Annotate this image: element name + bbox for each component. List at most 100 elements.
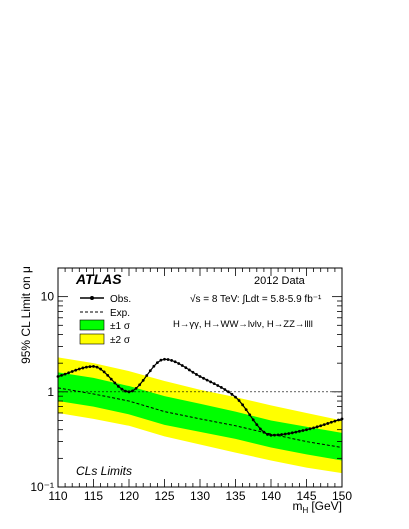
observed-point-40 xyxy=(198,375,202,378)
observed-point-19 xyxy=(124,389,127,393)
x-axis-label-unit: [GeV] xyxy=(311,499,342,513)
x-tick-label: 140 xyxy=(261,489,281,503)
observed-point-30 xyxy=(163,357,166,361)
observed-point-75 xyxy=(322,423,326,427)
legend-item-2sigma: ±2 σ xyxy=(79,333,131,346)
observed-point-21 xyxy=(131,389,134,393)
x-tick-label: 125 xyxy=(154,489,174,503)
observed-point-33 xyxy=(173,360,177,364)
x-tick-label: 135 xyxy=(225,489,245,503)
legend-swatch-1sigma xyxy=(79,319,105,331)
observed-point-54 xyxy=(248,413,252,417)
observed-point-26 xyxy=(148,369,152,373)
observed-point-2 xyxy=(63,372,67,376)
observed-point-24 xyxy=(141,378,145,382)
cls-limits-label: CLs Limits xyxy=(76,464,132,478)
observed-point-29 xyxy=(159,358,163,362)
observed-point-13 xyxy=(102,370,106,374)
y-axis-label: 95% CL Limit on μ xyxy=(19,266,33,364)
y-tick-label: 1 xyxy=(47,385,54,399)
observed-point-66 xyxy=(290,431,294,435)
observed-point-27 xyxy=(152,364,156,368)
observed-point-1 xyxy=(60,373,63,377)
observed-point-20 xyxy=(127,390,131,394)
observed-point-68 xyxy=(298,429,301,433)
observed-point-74 xyxy=(319,424,323,428)
observed-point-62 xyxy=(276,433,280,437)
observed-point-67 xyxy=(294,430,298,434)
x-axis-label-main: m xyxy=(293,499,303,513)
observed-point-10 xyxy=(92,364,95,368)
observed-point-46 xyxy=(219,386,223,389)
observed-point-65 xyxy=(287,432,291,435)
x-tick-label: 110 xyxy=(48,489,67,503)
legend-label-exp: Exp. xyxy=(110,308,130,319)
legend-swatch-2sigma xyxy=(79,333,105,345)
observed-point-47 xyxy=(223,388,227,391)
axis-tick-labels: 110 115 120 125 130 135 140 145 150 10 1 10⁻¹ xyxy=(30,290,352,503)
sigma-bands xyxy=(58,357,342,474)
observed-point-12 xyxy=(99,367,102,371)
expected-line xyxy=(57,387,343,448)
observed-point-15 xyxy=(109,377,113,381)
observed-point-53 xyxy=(244,408,248,412)
observed-point-79 xyxy=(337,418,340,422)
observed-point-42 xyxy=(205,378,209,382)
observed-point-73 xyxy=(315,425,319,429)
observed-point-77 xyxy=(329,420,333,424)
observed-point-51 xyxy=(237,399,241,402)
observed-point-7 xyxy=(81,366,85,370)
observed-point-69 xyxy=(301,429,305,432)
observed-point-5 xyxy=(74,368,78,372)
observed-point-76 xyxy=(326,422,330,425)
observed-point-50 xyxy=(234,395,237,399)
observed-point-37 xyxy=(187,368,191,372)
observed-point-64 xyxy=(283,432,287,436)
observed-point-43 xyxy=(209,380,213,384)
x-tick-label: 115 xyxy=(84,489,103,503)
legend-label-2sigma: ±2 σ xyxy=(110,335,131,346)
observed-point-35 xyxy=(180,364,184,367)
observed-point-61 xyxy=(273,433,276,437)
dataset-label: 2012 Data xyxy=(254,275,306,287)
observed-point-28 xyxy=(156,361,159,365)
observed-point-55 xyxy=(251,418,255,422)
observed-point-72 xyxy=(312,426,315,430)
legend: Obs. Exp. ±1 σ ±2 σ xyxy=(79,294,131,346)
energy-lumi-label: √s = 8 TeV: ∫Ldt = 5.8-5.9 fb⁻¹ xyxy=(190,293,322,305)
observed-point-32 xyxy=(170,359,174,362)
observed-point-49 xyxy=(230,392,234,396)
channels-label: H→γγ, H→WW→lνlν, H→ZZ→llll xyxy=(173,319,313,330)
observed-point-4 xyxy=(70,370,74,373)
observed-point-34 xyxy=(177,362,181,365)
legend-item-1sigma: ±1 σ xyxy=(79,319,131,332)
atlas-label: ATLAS xyxy=(75,271,122,287)
observed-point-36 xyxy=(184,366,188,370)
observed-point-78 xyxy=(333,419,337,423)
observed-point-18 xyxy=(120,387,124,391)
observed-point-52 xyxy=(241,403,245,407)
observed-point-60 xyxy=(269,433,273,437)
observed-point-6 xyxy=(77,367,81,371)
legend-item-exp: Exp. xyxy=(80,308,130,319)
observed-point-17 xyxy=(116,384,120,388)
x-tick-label: 145 xyxy=(296,489,316,503)
observed-point-22 xyxy=(134,387,138,390)
observed-point-23 xyxy=(138,383,142,387)
observed-point-70 xyxy=(305,428,308,432)
observed-point-39 xyxy=(195,373,198,376)
observed-point-14 xyxy=(106,373,110,377)
observed-point-44 xyxy=(212,382,216,386)
y-tick-label: 10 xyxy=(41,290,55,304)
observed-point-71 xyxy=(308,427,312,431)
observed-point-48 xyxy=(227,390,230,394)
observed-point-8 xyxy=(85,365,88,369)
observed-point-16 xyxy=(113,381,117,385)
legend-item-obs: Obs. xyxy=(80,294,131,305)
observed-point-38 xyxy=(191,370,195,374)
x-axis-label-sub: H xyxy=(303,506,309,515)
x-tick-label: 150 xyxy=(332,489,352,503)
band-1sigma xyxy=(58,372,342,461)
observed-point-56 xyxy=(255,423,259,427)
